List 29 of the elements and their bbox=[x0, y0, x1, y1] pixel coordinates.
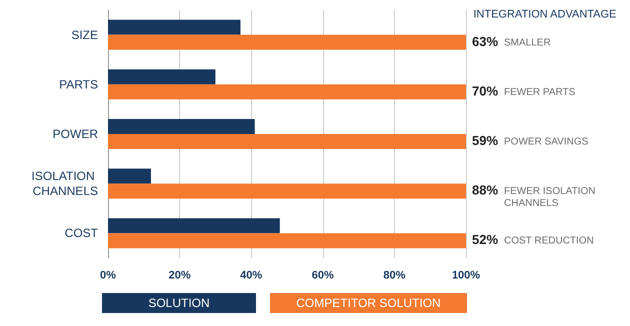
x-tick-label: 60% bbox=[312, 270, 334, 282]
text: SOLUTION bbox=[148, 296, 210, 310]
bar bbox=[108, 84, 466, 100]
bar bbox=[108, 134, 466, 149]
bar bbox=[108, 218, 280, 234]
text: 59% POWER SAVINGS bbox=[472, 133, 589, 148]
text: 70% FEWER PARTS bbox=[472, 83, 576, 98]
x-tick-label: 0% bbox=[100, 270, 116, 282]
y-tick-label: ISOLATION CHANNELS bbox=[32, 169, 98, 198]
text: 52% COST REDUCTION bbox=[472, 232, 594, 248]
bar bbox=[108, 184, 466, 199]
x-tick-label: 100% bbox=[452, 270, 480, 282]
x-tick-label: 80% bbox=[383, 270, 406, 282]
y-tick-label: COST bbox=[64, 226, 99, 240]
bar bbox=[108, 119, 255, 134]
x-tick-label: 20% bbox=[168, 270, 191, 282]
y-tick-label: PARTS bbox=[59, 77, 98, 92]
bar bbox=[108, 168, 151, 184]
y-tick-label: SIZE bbox=[71, 28, 98, 42]
text: COMPETITOR SOLUTION bbox=[296, 296, 441, 310]
text: 88% FEWER ISOLATION CHANNELS bbox=[472, 182, 598, 210]
bar bbox=[108, 34, 466, 50]
bar bbox=[108, 233, 466, 248]
text: INTEGRATION ADVANTAGE bbox=[473, 8, 616, 20]
x-tick-label: 40% bbox=[240, 270, 262, 282]
text: 63% SMALLER bbox=[472, 34, 551, 49]
bar bbox=[108, 20, 240, 35]
bar bbox=[108, 69, 216, 84]
y-tick-label: POWER bbox=[52, 127, 98, 141]
